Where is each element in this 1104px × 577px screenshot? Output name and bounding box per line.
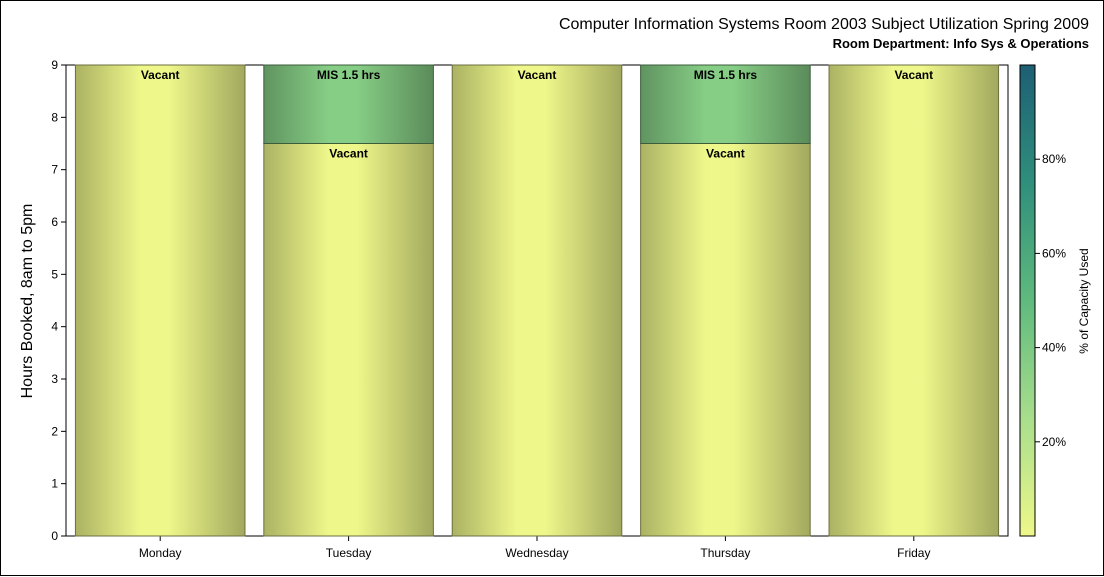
y-tick-label: 3 <box>51 372 58 386</box>
bar-segment <box>640 64 811 144</box>
y-axis-label: Hours Booked, 8am to 5pm <box>19 204 36 399</box>
bar-segment-label: MIS 1.5 hrs <box>317 68 381 82</box>
bar-segment-label: Vacant <box>329 147 368 161</box>
x-tick-label: Wednesday <box>505 546 568 560</box>
y-tick-label: 1 <box>51 477 58 491</box>
y-tick-label: 8 <box>51 110 58 124</box>
x-tick-label: Monday <box>139 546 182 560</box>
y-tick-label: 0 <box>51 529 58 543</box>
bar-segment-label: MIS 1.5 hrs <box>694 68 758 82</box>
x-axis: Monday Tuesday Wednesday Thursday Friday <box>139 536 930 560</box>
bar-segment-label: Vacant <box>141 68 180 82</box>
x-tick-label: Tuesday <box>326 546 372 560</box>
x-tick-label: Thursday <box>700 546 750 560</box>
y-tick-label: 6 <box>51 215 58 229</box>
chart-title: Computer Information Systems Room 2003 S… <box>559 16 1089 33</box>
bar-segment <box>263 143 434 537</box>
bar-group-friday: Vacant <box>828 64 1000 537</box>
x-tick-label: Friday <box>897 546 930 560</box>
bar-segment-label: Vacant <box>894 68 933 82</box>
y-tick-label: 4 <box>51 320 58 334</box>
bar-segment <box>263 64 434 144</box>
bar-segment <box>828 64 1000 537</box>
colorbar-label: % of Capacity Used <box>1077 248 1091 353</box>
colorbar-legend: 20% 40% 60% 80% <box>1019 64 1066 537</box>
y-tick-label: 9 <box>51 58 58 72</box>
bar-group-wednesday: Vacant <box>451 64 623 537</box>
y-tick-label: 2 <box>51 424 58 438</box>
y-tick-label: 5 <box>51 267 58 281</box>
bar-segment <box>451 64 623 537</box>
plot-area: 0 1 2 3 4 5 6 7 8 9 Monday Tuesday Wednesday Thursday… <box>51 58 1009 560</box>
bar-segment <box>74 64 246 537</box>
y-axis: 0 1 2 3 4 5 6 7 8 9 <box>51 58 66 543</box>
colorbar-gradient <box>1019 64 1036 537</box>
bar-group-thursday: Vacant MIS 1.5 hrs <box>640 64 811 537</box>
colorbar-tick-label: 60% <box>1042 246 1066 260</box>
colorbar-tick-label: 80% <box>1042 152 1066 166</box>
bar-segment <box>640 143 811 537</box>
bar-segment-label: Vacant <box>706 147 745 161</box>
bar-segment-label: Vacant <box>518 68 557 82</box>
chart-subtitle: Room Department: Info Sys & Operations <box>833 36 1089 51</box>
bar-group-monday: Vacant <box>74 64 246 537</box>
colorbar-tick-label: 40% <box>1042 341 1066 355</box>
colorbar-tick-label: 20% <box>1042 435 1066 449</box>
y-tick-label: 7 <box>51 163 58 177</box>
bar-group-tuesday: Vacant MIS 1.5 hrs <box>263 64 434 537</box>
